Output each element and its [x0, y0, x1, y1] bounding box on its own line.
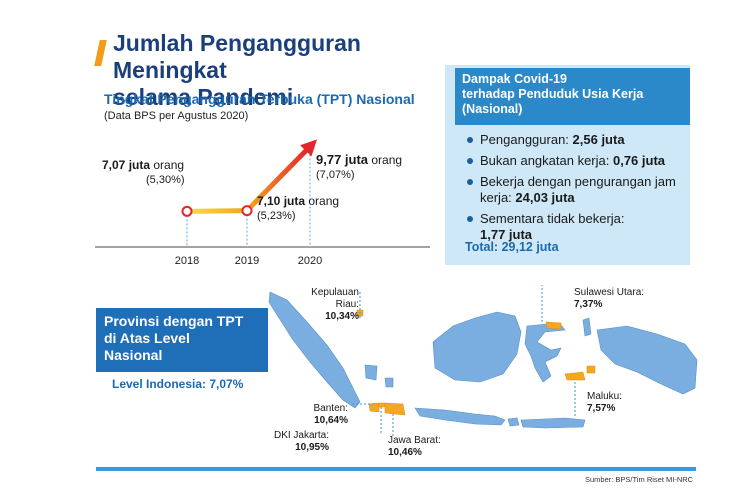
map-label-name-2: Riau: [335, 299, 359, 310]
map-label-value: 10,95% [295, 442, 329, 453]
label-2019-unit: orang [308, 194, 340, 208]
impact-title-line-3: (Nasional) [462, 102, 523, 116]
impact-item-value: 24,03 juta [515, 190, 575, 205]
map-label-kepri: Kepulauan Riau: 10,34% [304, 287, 359, 323]
impact-list: Pengangguran: 2,56 juta Bukan angkatan k… [465, 132, 690, 248]
maluku-province [564, 371, 586, 381]
map-label-value: 7,37% [574, 299, 603, 310]
indonesia-map [268, 285, 698, 438]
label-2019-pct: (5,23%) [257, 210, 296, 222]
footer-divider [96, 467, 696, 471]
title-accent-bar [94, 40, 107, 66]
jawa-barat-province [384, 402, 406, 416]
province-panel [96, 308, 268, 372]
banten-province [368, 402, 380, 413]
impact-item-value: 0,76 juta [612, 153, 666, 168]
data-point-2019 [241, 205, 253, 217]
source-note: Sumber: BPS/Tim Riset MI-NRC [585, 475, 694, 484]
map-label-value: 10,34% [325, 311, 359, 322]
impact-item: Bekerja dengan pengurangan jam kerja: 24… [465, 174, 690, 206]
national-level: Level Indonesia: 7,07% [112, 377, 244, 391]
impact-item-label: Pengangguran: [480, 132, 573, 147]
trend-arrow-head [300, 139, 318, 157]
bangka-island [364, 364, 378, 381]
data-point-2018 [181, 205, 193, 217]
impact-item-label: Bukan angkatan kerja: [480, 153, 613, 168]
map-label-name: Jawa Barat: [388, 435, 441, 446]
impact-item-label: Bekerja dengan pengurangan jam kerja: [480, 174, 676, 205]
label-2018-pct: (5,30%) [146, 174, 185, 186]
bullet-icon [467, 216, 473, 222]
province-title-line-2: di Atas Level [104, 330, 190, 346]
tpt-line-chart: 2018 2019 2020 [95, 139, 430, 267]
title-line-1: Jumlah Pengangguran Meningkat [113, 30, 361, 83]
sulawesi-utara-province [545, 321, 562, 330]
map-label-name: Sulawesi Utara: [574, 287, 645, 298]
province-title-line-3: Nasional [104, 347, 163, 363]
label-2019-value: 7,10 juta [257, 194, 306, 208]
province-title-line-1: Provinsi dengan TPT [104, 313, 244, 329]
title-line-2: selama Pandemi [113, 84, 294, 110]
label-2018: 7,07 juta orang (5,30%) [102, 158, 185, 186]
chart-subtitle: Tingkat Pengangguran Terbuka (TPT) Nasio… [104, 91, 415, 107]
bullet-icon [467, 158, 473, 164]
impact-item-label: Sementara tidak bekerja: [480, 211, 625, 226]
x-tick-label-2018: 2018 [175, 255, 199, 267]
label-2020: 9,77 juta orang (7,07%) [316, 152, 402, 181]
impact-total: Total: 29,12 juta [465, 240, 559, 254]
sulawesi-island [524, 323, 566, 383]
map-label-value: 10,64% [314, 415, 348, 426]
map-label-value: 10,46% [388, 447, 422, 458]
dki-jakarta-province [378, 402, 386, 408]
belitung-island [384, 377, 394, 388]
impact-item: Bukan angkatan kerja: 0,76 juta [465, 153, 690, 169]
impact-item: Sementara tidak bekerja: 1,77 juta [465, 211, 690, 243]
map-label-name: Banten: [313, 403, 348, 414]
label-2018-unit: orang [153, 158, 185, 172]
province-panel-title: Provinsi dengan TPT di Atas Level Nasion… [104, 313, 264, 364]
map-label-jakarta: DKI Jakarta: 10,95% [264, 430, 329, 454]
x-tick-label-2020: 2020 [298, 255, 322, 267]
maluku-province-islands [586, 365, 596, 374]
map-label-value: 7,57% [587, 403, 616, 414]
label-2018-value: 7,07 juta [102, 158, 151, 172]
kalimantan-island [432, 311, 522, 383]
bali-island [507, 417, 520, 427]
map-label-maluku: Maluku: 7,57% [587, 391, 622, 415]
map-label-name: Kepulauan [311, 287, 359, 298]
impact-item-value: 1,77 juta [480, 227, 533, 242]
halmahera-island [582, 317, 592, 337]
label-2020-value: 9,77 juta [316, 152, 369, 167]
impact-item-value: 2,56 juta [572, 132, 625, 147]
papua-island [596, 325, 698, 395]
label-2020-pct: (7,07%) [316, 169, 355, 181]
map-label-name: Maluku: [587, 391, 623, 402]
impact-title: Dampak Covid-19 terhadap Penduduk Usia K… [462, 72, 687, 117]
page-title: Jumlah Pengangguran Meningkat selama Pan… [113, 30, 473, 111]
x-tick-label-2019: 2019 [235, 255, 259, 267]
nusa-tenggara-islands [520, 417, 586, 429]
java-island [414, 407, 506, 426]
impact-panel-header [455, 68, 690, 125]
bullet-icon [467, 137, 473, 143]
label-2019: 7,10 juta orang (5,23%) [257, 194, 339, 222]
map-label-banten: Banten: 10,64% [293, 403, 348, 427]
chart-note: (Data BPS per Agustus 2020) [104, 110, 249, 122]
impact-title-line-2: terhadap Penduduk Usia Kerja [462, 87, 644, 101]
map-label-jabar: Jawa Barat: 10,46% [388, 435, 441, 459]
impact-item: Pengangguran: 2,56 juta [465, 132, 690, 148]
sumatra-island [268, 291, 361, 409]
label-2020-unit: orang [371, 153, 403, 167]
bullet-icon [467, 179, 473, 185]
map-label-name: DKI Jakarta: [273, 430, 329, 441]
impact-title-line-1: Dampak Covid-19 [462, 72, 567, 86]
map-label-sulut: Sulawesi Utara: 7,37% [574, 287, 644, 311]
